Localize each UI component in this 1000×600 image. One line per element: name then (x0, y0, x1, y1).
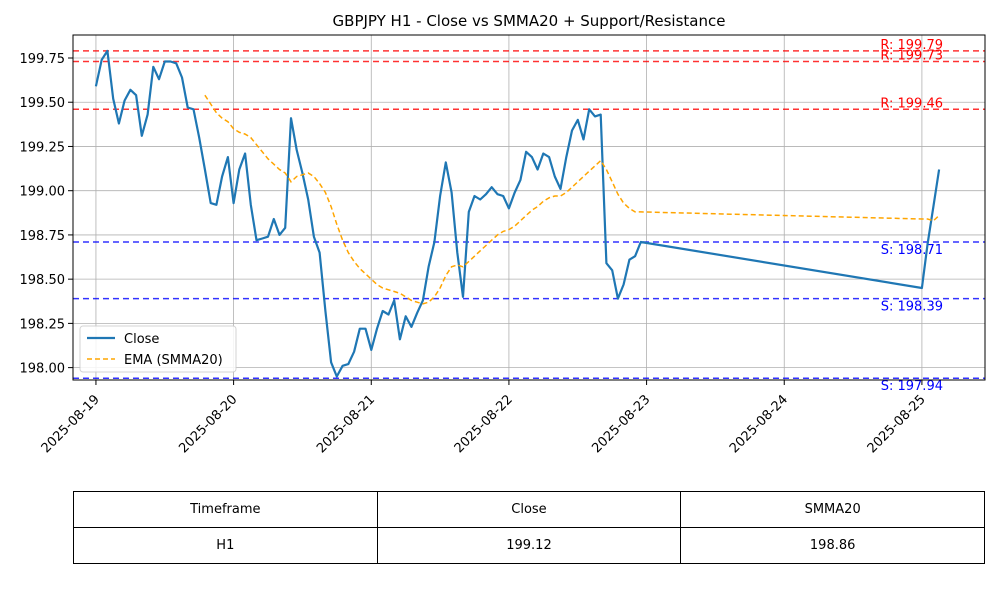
y-tick-label: 199.25 (20, 140, 66, 155)
y-tick-label: 198.00 (20, 362, 66, 377)
legend-box (79, 325, 237, 373)
x-tick-label: 2025-08-23 (589, 392, 653, 456)
y-axis-ticks: 198.00 198.25 198.50 198.75 199.00 199.25 199.… (20, 52, 73, 377)
y-tick-label: 198.50 (20, 273, 66, 288)
table-header-timeframe: Timeframe (73, 491, 378, 528)
support-level-label: S: 198.39 (881, 300, 943, 315)
y-tick-label: 198.25 (20, 317, 66, 332)
table-cell-close: 199.12 (376, 527, 682, 564)
support-level-label: S: 198.71 (881, 243, 943, 258)
summary-table: Timeframe Close SMMA20 H1 199.12 198.86 (73, 491, 985, 564)
table-header-smma20: SMMA20 (680, 491, 985, 528)
x-tick-label: 2025-08-21 (314, 392, 378, 456)
x-tick-label: 2025-08-22 (452, 392, 516, 456)
legend: Close EMA (SMMA20) (79, 325, 237, 373)
table-header-close: Close (376, 491, 682, 528)
x-tick-label: 2025-08-25 (865, 392, 929, 456)
chart-canvas: GBPJPY H1 - Close vs SMMA20 + Support/Re… (20, 12, 986, 456)
plot-frame (72, 34, 986, 381)
table-header-row: Timeframe Close SMMA20 (73, 491, 985, 528)
resistance-level-label: R: 199.79 (880, 38, 943, 53)
chart-title: GBPJPY H1 - Close vs SMMA20 + Support/Re… (333, 12, 726, 30)
resistance-level-label: R: 199.73 (880, 49, 943, 64)
legend-close-label: Close (124, 332, 159, 347)
x-tick-label: 2025-08-24 (727, 392, 791, 456)
support-level-label: S: 197.94 (881, 379, 943, 394)
table-cell-timeframe: H1 (73, 527, 378, 564)
y-tick-label: 199.50 (20, 96, 66, 111)
y-tick-label: 198.75 (20, 229, 66, 244)
y-tick-label: 199.75 (20, 52, 66, 67)
resistance-level-label: R: 199.46 (880, 96, 943, 111)
y-tick-label: 199.00 (20, 185, 66, 200)
x-axis-ticks: 2025-08-19 2025-08-20 2025-08-21 2025-08-22… (39, 380, 929, 456)
smma20-series-line (204, 94, 940, 305)
grid (73, 35, 985, 380)
table-row: H1 199.12 198.86 (73, 527, 985, 564)
legend-smma-label: EMA (SMMA20) (124, 353, 223, 368)
x-tick-label: 2025-08-19 (39, 392, 103, 456)
support-resistance-levels: R: 199.79R: 199.73 R: 199.46 S: 198.71 S: 1… (73, 38, 985, 394)
table-cell-smma20: 198.86 (680, 527, 985, 564)
series-layer (94, 49, 941, 378)
x-tick-label: 2025-08-20 (176, 392, 240, 456)
close-series-line (94, 49, 941, 378)
